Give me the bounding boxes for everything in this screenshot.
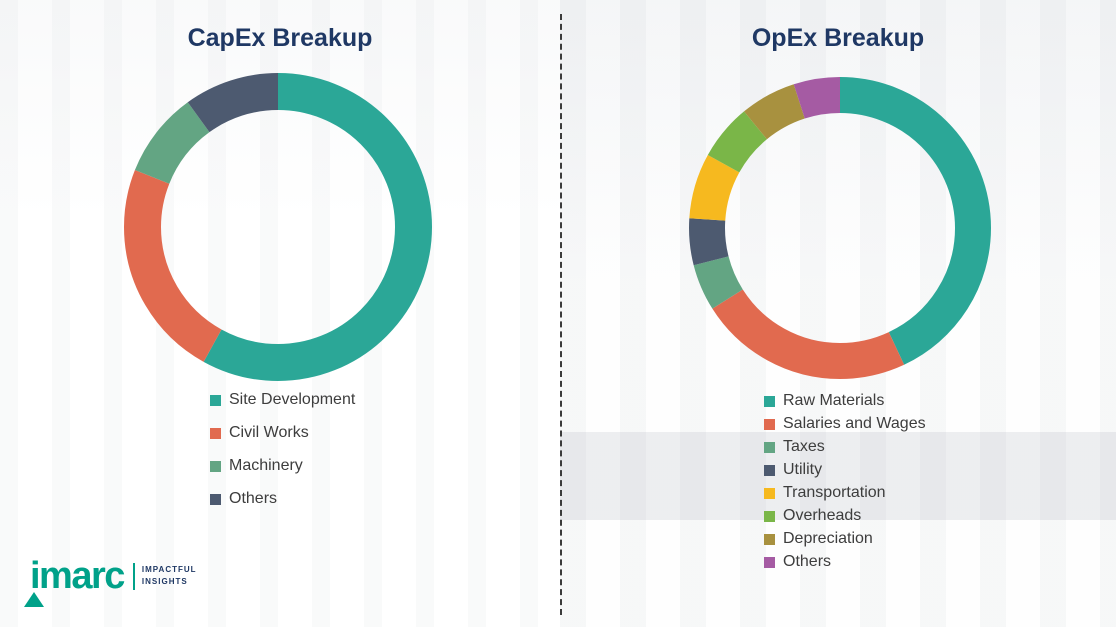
- legend-swatch: [764, 441, 775, 453]
- vertical-dashed-divider: [560, 14, 562, 615]
- legend-item-machinery: Machinery: [210, 458, 355, 474]
- legend-label: Site Development: [229, 391, 356, 408]
- logo-divider-bar: [132, 562, 135, 590]
- legend-label: Civil Works: [229, 424, 309, 441]
- legend-swatch: [764, 510, 775, 522]
- donut-segment-others: [124, 73, 432, 381]
- capex-chart-title: CapEx Breakup: [187, 24, 373, 52]
- legend-item-salaries-and-wages: Salaries and Wages: [764, 416, 926, 432]
- donut-segment-civil-works: [124, 73, 432, 381]
- legend-item-overheads: Overheads: [764, 508, 926, 524]
- legend-swatch: [764, 464, 775, 476]
- legend-item-utility: Utility: [764, 462, 926, 478]
- logo-tagline: IMPACTFUL INSIGHTS: [142, 564, 197, 587]
- logo-tagline-line1: IMPACTFUL: [141, 565, 197, 575]
- legend-item-transportation: Transportation: [764, 485, 926, 501]
- legend-item-site-development: Site Development: [210, 392, 355, 408]
- legend-swatch: [764, 556, 775, 568]
- legend-label: Taxes: [783, 438, 825, 455]
- legend-item-others-capex: Others: [210, 491, 355, 507]
- opex-donut-chart: [689, 77, 991, 379]
- donut-segment-salaries-and-wages: [689, 77, 991, 379]
- legend-swatch: [764, 533, 775, 545]
- legend-swatch: [764, 418, 775, 430]
- capex-legend: Site Development Civil Works Machinery O…: [210, 392, 355, 507]
- donut-segment-utility: [689, 77, 991, 379]
- legend-item-others-opex: Others: [764, 554, 926, 570]
- legend-label: Overheads: [783, 507, 862, 524]
- donut-segment-others: [689, 77, 991, 379]
- legend-swatch: [210, 460, 221, 472]
- legend-swatch: [764, 487, 775, 499]
- logo-tagline-line2: INSIGHTS: [141, 577, 188, 586]
- legend-label: Raw Materials: [783, 392, 885, 409]
- legend-swatch: [210, 493, 221, 505]
- legend-label: Others: [229, 490, 278, 507]
- legend-swatch: [764, 395, 775, 407]
- logo-triangle-icon: [24, 592, 44, 607]
- legend-item-depreciation: Depreciation: [764, 531, 926, 547]
- imarc-logo-wordmark: imarc: [30, 555, 125, 597]
- legend-label: Depreciation: [783, 530, 873, 547]
- opex-chart-title: OpEx Breakup: [751, 24, 925, 52]
- legend-label: Others: [783, 553, 832, 570]
- legend-label: Transportation: [783, 484, 886, 501]
- capex-donut-chart: [124, 73, 432, 381]
- legend-item-civil-works: Civil Works: [210, 425, 355, 441]
- legend-item-taxes: Taxes: [764, 439, 926, 455]
- legend-label: Salaries and Wages: [783, 415, 926, 432]
- legend-label: Utility: [783, 461, 823, 478]
- legend-item-raw-materials: Raw Materials: [764, 393, 926, 409]
- legend-label: Machinery: [229, 457, 303, 474]
- opex-legend: Raw Materials Salaries and Wages Taxes U…: [764, 393, 926, 570]
- imarc-logo: imarc IMPACTFUL INSIGHTS: [30, 557, 197, 595]
- legend-swatch: [210, 427, 221, 439]
- legend-swatch: [210, 394, 221, 406]
